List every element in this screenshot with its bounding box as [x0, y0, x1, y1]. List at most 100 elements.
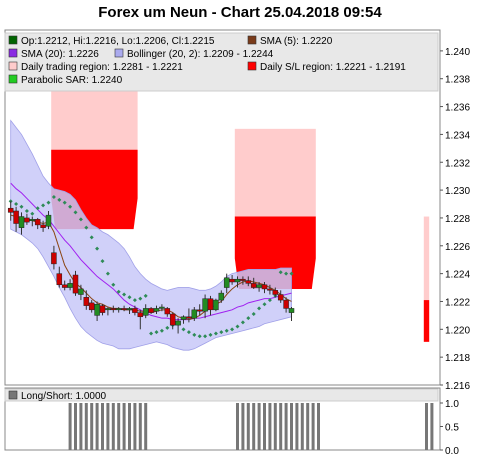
- legend-item: Daily trading region: 1.2281 - 1.2221: [8, 61, 183, 73]
- candle: [164, 307, 171, 317]
- legend-box: [4, 32, 439, 92]
- candle-body: [267, 288, 273, 291]
- candle: [191, 307, 198, 321]
- sar-point: [224, 328, 229, 333]
- candle-body: [13, 210, 19, 224]
- longshort-tick-label: 1.0: [445, 399, 459, 410]
- legend-label: SMA (20): 1.2226: [21, 49, 99, 60]
- longshort-bar: [425, 403, 428, 450]
- longshort-bar: [257, 403, 261, 450]
- sar-point: [149, 331, 154, 336]
- longshort-bar: [128, 403, 131, 450]
- legend-item: SMA (20): 1.2226: [8, 48, 99, 60]
- candle-body: [72, 274, 79, 294]
- candle-body: [288, 308, 295, 313]
- candle: [34, 217, 41, 230]
- candle-body: [45, 214, 52, 227]
- candle-body: [175, 320, 181, 326]
- candle: [272, 287, 279, 298]
- sar-point: [14, 202, 19, 207]
- sar-point: [122, 292, 127, 297]
- longshort-bar: [241, 403, 245, 450]
- candle-body: [29, 219, 36, 221]
- candle-body: [272, 290, 279, 295]
- sar-point: [181, 327, 186, 332]
- candle: [51, 245, 57, 270]
- legend-item: Op:1.2212, Hi:1.2216, Lo:1.2206, Cl:1.22…: [8, 35, 215, 47]
- candle-body: [223, 277, 230, 288]
- y-tick-label: 1.222: [445, 297, 470, 308]
- candle-body: [164, 308, 171, 315]
- candle: [288, 307, 295, 321]
- candle-body: [110, 308, 117, 311]
- candle: [29, 216, 36, 227]
- candle-body: [186, 316, 192, 319]
- longshort-bar: [101, 403, 104, 450]
- legend-label: Daily trading region: 1.2281 - 1.2221: [21, 62, 183, 73]
- longshort-bar: [273, 403, 277, 450]
- candle: [45, 210, 52, 230]
- candle-body: [213, 299, 219, 311]
- candle: [148, 307, 154, 314]
- longshort-bar: [106, 403, 110, 450]
- candle-body: [250, 283, 257, 288]
- sar-point: [197, 334, 202, 339]
- y-tick-label: 1.228: [445, 214, 470, 225]
- longshort-bar: [236, 403, 239, 450]
- y-tick-label: 1.238: [445, 75, 470, 86]
- trading-region: [234, 128, 316, 217]
- candle-body: [40, 224, 46, 228]
- candle-body: [137, 312, 144, 318]
- legend-swatch: [247, 35, 257, 45]
- legend-item: Daily S/L region: 1.2221 - 1.2191: [247, 61, 406, 73]
- candle: [137, 309, 144, 330]
- y-tick-label: 1.232: [445, 158, 470, 169]
- legend-swatch: [114, 48, 124, 58]
- legend-label: SMA (5): 1.2220: [260, 36, 333, 47]
- sar-point: [78, 217, 83, 222]
- legend: Op:1.2212, Hi:1.2216, Lo:1.2206, Cl:1.22…: [8, 35, 406, 86]
- candle: [121, 305, 127, 312]
- y-tick-label: 1.218: [445, 353, 470, 364]
- sar-point: [46, 200, 51, 205]
- candles-layer: [7, 201, 295, 334]
- candle: [223, 273, 230, 294]
- longshort-layer: [68, 403, 434, 450]
- candle: [153, 305, 160, 314]
- longshort-bar: [311, 403, 315, 450]
- longshort-bar: [430, 403, 434, 450]
- candle-body: [277, 294, 284, 301]
- candle-body: [132, 308, 138, 313]
- sar-point: [186, 330, 191, 335]
- candle: [132, 305, 138, 316]
- candle: [175, 318, 181, 334]
- candle-body: [283, 299, 289, 309]
- sar-point: [127, 295, 132, 300]
- candle: [67, 279, 73, 291]
- sar-point: [84, 225, 89, 230]
- candle-body: [159, 306, 165, 309]
- candle: [88, 300, 95, 313]
- legend-label: Daily S/L region: 1.2221 - 1.2191: [260, 62, 406, 73]
- longshort-bar: [84, 403, 88, 450]
- candle-body: [180, 316, 187, 320]
- longshort-bar: [263, 403, 266, 450]
- candle-body: [24, 217, 30, 223]
- candle-body: [18, 216, 25, 228]
- longshort-bar: [122, 403, 126, 450]
- candle-body: [99, 305, 106, 313]
- candle: [240, 276, 246, 285]
- candle: [110, 305, 117, 313]
- sar-point: [289, 271, 294, 276]
- candle: [18, 212, 25, 235]
- longshort-legend-swatch: [8, 390, 18, 400]
- sar-point: [143, 293, 148, 298]
- sar-point: [51, 195, 56, 200]
- candle: [202, 294, 208, 319]
- sl-region: [423, 300, 430, 342]
- legend-label: Op:1.2212, Hi:1.2216, Lo:1.2206, Cl:1.22…: [21, 36, 215, 47]
- candle: [207, 295, 214, 316]
- sar-point: [203, 334, 208, 339]
- legend-swatch: [8, 35, 18, 45]
